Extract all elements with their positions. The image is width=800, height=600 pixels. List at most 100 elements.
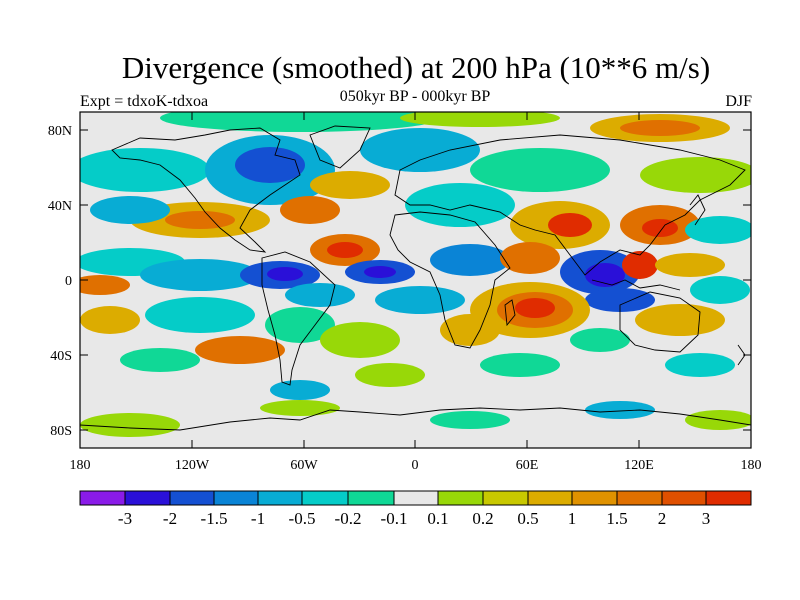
field-patch [635,304,725,336]
field-patch [285,283,355,307]
colorbar-swatch [125,491,170,505]
colorbar-label: 2 [658,509,667,528]
lon-label-180e: 180 [741,458,762,473]
colorbar-label: -0.1 [381,509,408,528]
field-patch [120,348,200,372]
field-patch [470,148,610,192]
field-patch [640,157,751,193]
field-patch [90,196,170,224]
coastlines [80,125,751,431]
field-patch [270,380,330,400]
field-patch [685,216,751,244]
colorbar-frame [79,490,752,506]
colorbar-label: -1 [251,509,265,528]
lon-label-60e: 60E [516,458,539,473]
field-patch [375,286,465,314]
colorbar-label: 3 [702,509,711,528]
field-patch [360,128,480,172]
japan-coast [689,194,706,226]
field-patch [585,401,655,419]
colorbar-swatch [394,491,438,505]
colorbar-swatch [170,491,214,505]
colorbar-dividers [124,491,707,505]
field-patch [280,196,340,224]
lon-label-120w: 120W [175,458,210,473]
field-patch [480,353,560,377]
axis-ticks [79,112,752,448]
experiment-label: Expt = tdxoK-tdxoa [80,93,209,110]
colorbar-swatch [572,491,617,505]
divergence-field [80,112,751,448]
field-patch [622,251,658,279]
field-patch [80,413,180,437]
antarctica-coast [80,407,751,431]
lat-label-40s: 40S [50,349,72,364]
field-patch [165,211,235,229]
north-america-coast [111,127,301,253]
field-patch [364,266,396,278]
field-patch [585,288,655,312]
colorbar: -3 -2 -1.5 -1 -0.5 -0.2 -0.1 0.1 0.2 0.5… [79,490,752,528]
lat-label-40n: 40N [48,199,72,214]
australia-coast [619,291,701,353]
field-patch [80,148,210,192]
colorbar-swatch [302,491,348,505]
field-patch [440,314,500,346]
field-patch [548,213,592,237]
colorbar-swatch [617,491,662,505]
colorbar-label: 1 [568,509,577,528]
field-patch [145,297,255,333]
field-patch [500,242,560,274]
colorbar-swatch [706,491,751,505]
field-patch [160,112,440,132]
period-label: 050kyr BP - 000kyr BP [339,88,491,105]
lon-label-0: 0 [412,458,419,473]
colorbar-label: -0.5 [289,509,316,528]
colorbar-label: 0.2 [472,509,493,528]
greenland-coast [309,125,371,169]
field-patch [655,253,725,277]
season-label: DJF [725,93,752,110]
field-patch [80,306,140,334]
colorbar-label: -1.5 [201,509,228,528]
field-patch [430,411,510,429]
indonesia-coast [591,279,681,291]
colorbar-label: 1.5 [606,509,627,528]
colorbar-swatch [348,491,394,505]
field-patch [310,171,390,199]
colorbar-label: 0.1 [427,509,448,528]
europe-asia-coast [394,134,746,276]
south-america-coast [261,251,336,386]
field-patch [235,147,305,183]
colorbar-swatch [483,491,528,505]
africa-coast [389,211,511,349]
colorbar-label: 0.5 [517,509,538,528]
field-patch [355,363,425,387]
map-title: Divergence (smoothed) at 200 hPa (10**6 … [121,50,711,85]
field-patch [400,112,560,127]
field-patch [265,307,335,343]
field-patch [80,275,130,295]
lon-label-180w: 180 [70,458,91,473]
colorbar-swatch [80,491,125,505]
field-patch [620,120,700,136]
colorbar-swatch [662,491,706,505]
lon-label-120e: 120E [624,458,654,473]
colorbar-label: -2 [163,509,177,528]
field-patch [570,328,630,352]
field-patch [140,259,260,291]
field-patch [430,244,510,276]
field-patch [267,267,303,281]
colorbar-swatch [528,491,572,505]
field-patch [405,183,515,227]
colorbar-swatch [258,491,302,505]
field-patch [195,336,285,364]
lat-label-0: 0 [65,274,72,289]
colorbar-label: -0.2 [335,509,362,528]
madagascar-coast [504,299,516,327]
field-patch [665,353,735,377]
colorbar-label: -3 [118,509,132,528]
lat-label-80s: 80S [50,424,72,439]
field-patch [320,322,400,358]
